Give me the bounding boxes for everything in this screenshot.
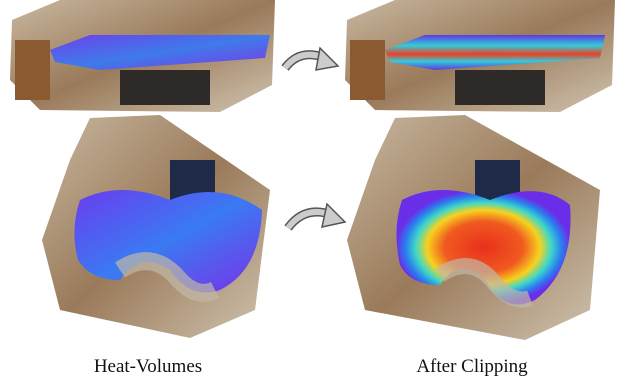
caption: Heat-Volumes bbox=[94, 356, 202, 377]
scene-top-right bbox=[345, 0, 615, 112]
scene-bottom-right bbox=[347, 115, 600, 340]
scene-top-left bbox=[10, 0, 275, 112]
figure: Heat-Volumes After Clipping bbox=[0, 0, 627, 383]
arrow-top bbox=[285, 48, 338, 70]
arrow-bottom bbox=[288, 204, 345, 228]
scene-bottom-left bbox=[42, 115, 270, 338]
caption: After Clipping bbox=[416, 356, 528, 377]
